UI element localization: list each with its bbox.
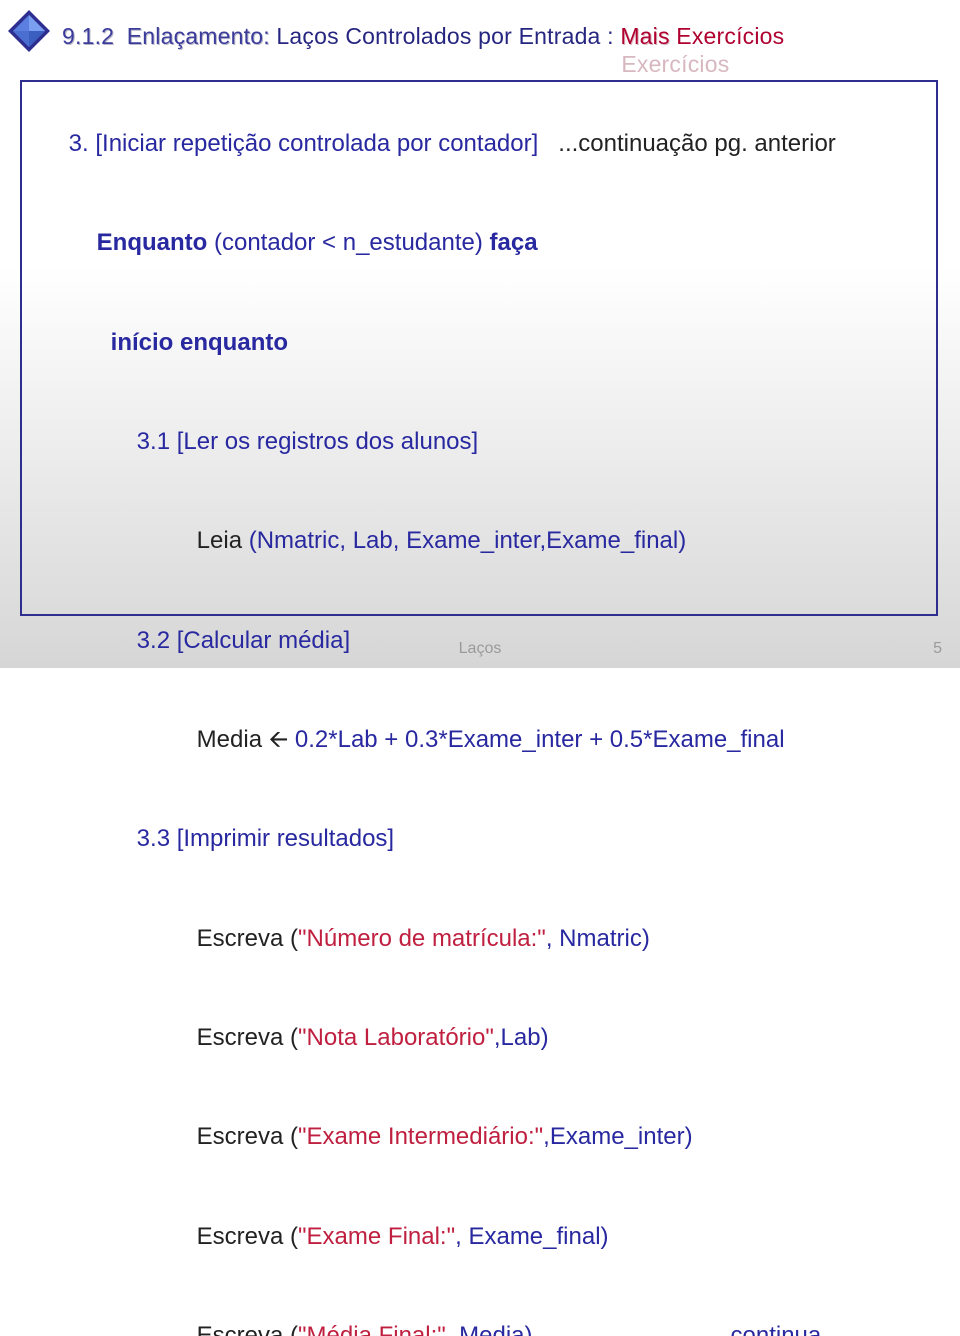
text-blue-bold: faça bbox=[490, 229, 538, 256]
code-line: Escreva ("Exame Final:", Exame_final) bbox=[42, 1187, 916, 1286]
code-line: Escreva ("Número de matrícula:", Nmatric… bbox=[42, 889, 916, 988]
code-line: Escreva ("Nota Laboratório",Lab) bbox=[42, 988, 916, 1087]
text-red: "Nota Laboratório" bbox=[298, 1024, 494, 1051]
text-black: Escreva ( bbox=[197, 1223, 298, 1250]
arrow-left-icon: 🡨 bbox=[269, 726, 289, 753]
text-red: "Número de matrícula:" bbox=[298, 925, 546, 952]
code-line: 3.3 [Imprimir resultados] bbox=[42, 789, 916, 888]
header-secnum: 9.1.2 bbox=[62, 23, 114, 49]
text-blue: ,Exame_inter) bbox=[543, 1123, 692, 1150]
code-line: Enquanto (contador < n_estudante) faça bbox=[42, 193, 916, 292]
text-blue: continua... bbox=[731, 1322, 842, 1336]
code-line: 3.1 [Ler os registros dos alunos] bbox=[42, 392, 916, 491]
code-line: Leia (Nmatric, Lab, Exame_inter,Exame_fi… bbox=[42, 491, 916, 590]
text-black: Media bbox=[197, 726, 269, 753]
pseudocode-box: 3. [Iniciar repetição controlada por con… bbox=[20, 80, 938, 616]
code-line: Escreva ("Média Final:", Media) continua.… bbox=[42, 1286, 916, 1336]
header-subtitle-em: Mais Exercícios bbox=[620, 23, 784, 49]
text-blue: 3.3 [Imprimir resultados] bbox=[137, 825, 394, 852]
text-blue-bold: Enquanto bbox=[97, 229, 208, 256]
footer-label: Laços bbox=[459, 640, 502, 658]
header-subtitle-plain: Laços Controlados por Entrada : bbox=[276, 23, 620, 49]
text-blue: , Exame_final) bbox=[455, 1223, 608, 1250]
text-blue: 0.2*Lab + 0.3*Exame_inter + 0.5*Exame_fi… bbox=[288, 726, 784, 753]
text-blue: ,Lab) bbox=[494, 1024, 549, 1051]
text-black: Leia bbox=[197, 527, 242, 554]
header-title: 9.1.2 9.1.2 Enlaçamento: Enlaçamento: La… bbox=[62, 23, 784, 50]
text-blue: 3.1 [Ler os registros dos alunos] bbox=[137, 428, 479, 455]
code-line: início enquanto bbox=[42, 293, 916, 392]
text-red: "Exame Intermediário:" bbox=[298, 1123, 543, 1150]
footer-page-number: 5 bbox=[933, 640, 942, 658]
text-black: Escreva ( bbox=[197, 1123, 298, 1150]
text-blue-bold: início enquanto bbox=[111, 329, 288, 356]
text-blue: , Media) bbox=[446, 1322, 533, 1336]
text-red: "Exame Final:" bbox=[298, 1223, 455, 1250]
text-blue: (contador < n_estudante) bbox=[207, 229, 489, 256]
code-line: Escreva ("Exame Intermediário:",Exame_in… bbox=[42, 1087, 916, 1186]
text-blue: 3. [Iniciar repetição controlada por con… bbox=[69, 130, 539, 157]
code-line: 3. [Iniciar repetição controlada por con… bbox=[42, 94, 916, 193]
text-black: ...continuação pg. anterior bbox=[538, 130, 836, 157]
text-blue: 3.2 [Calcular média] bbox=[137, 627, 350, 654]
text-black: Escreva ( bbox=[197, 925, 298, 952]
text-black: Escreva ( bbox=[197, 1322, 298, 1336]
text-red: "Média Final:" bbox=[298, 1322, 446, 1336]
text-blue: (Nmatric, Lab, Exame_inter,Exame_final) bbox=[242, 527, 686, 554]
header-sectitle: Enlaçamento: bbox=[127, 23, 270, 49]
slide-header: 9.1.2 9.1.2 Enlaçamento: Enlaçamento: La… bbox=[0, 0, 960, 72]
text-black: Escreva ( bbox=[197, 1024, 298, 1051]
code-line: Media 🡨 0.2*Lab + 0.3*Exame_inter + 0.5*… bbox=[42, 690, 916, 789]
text-blue: , Nmatric) bbox=[546, 925, 650, 952]
